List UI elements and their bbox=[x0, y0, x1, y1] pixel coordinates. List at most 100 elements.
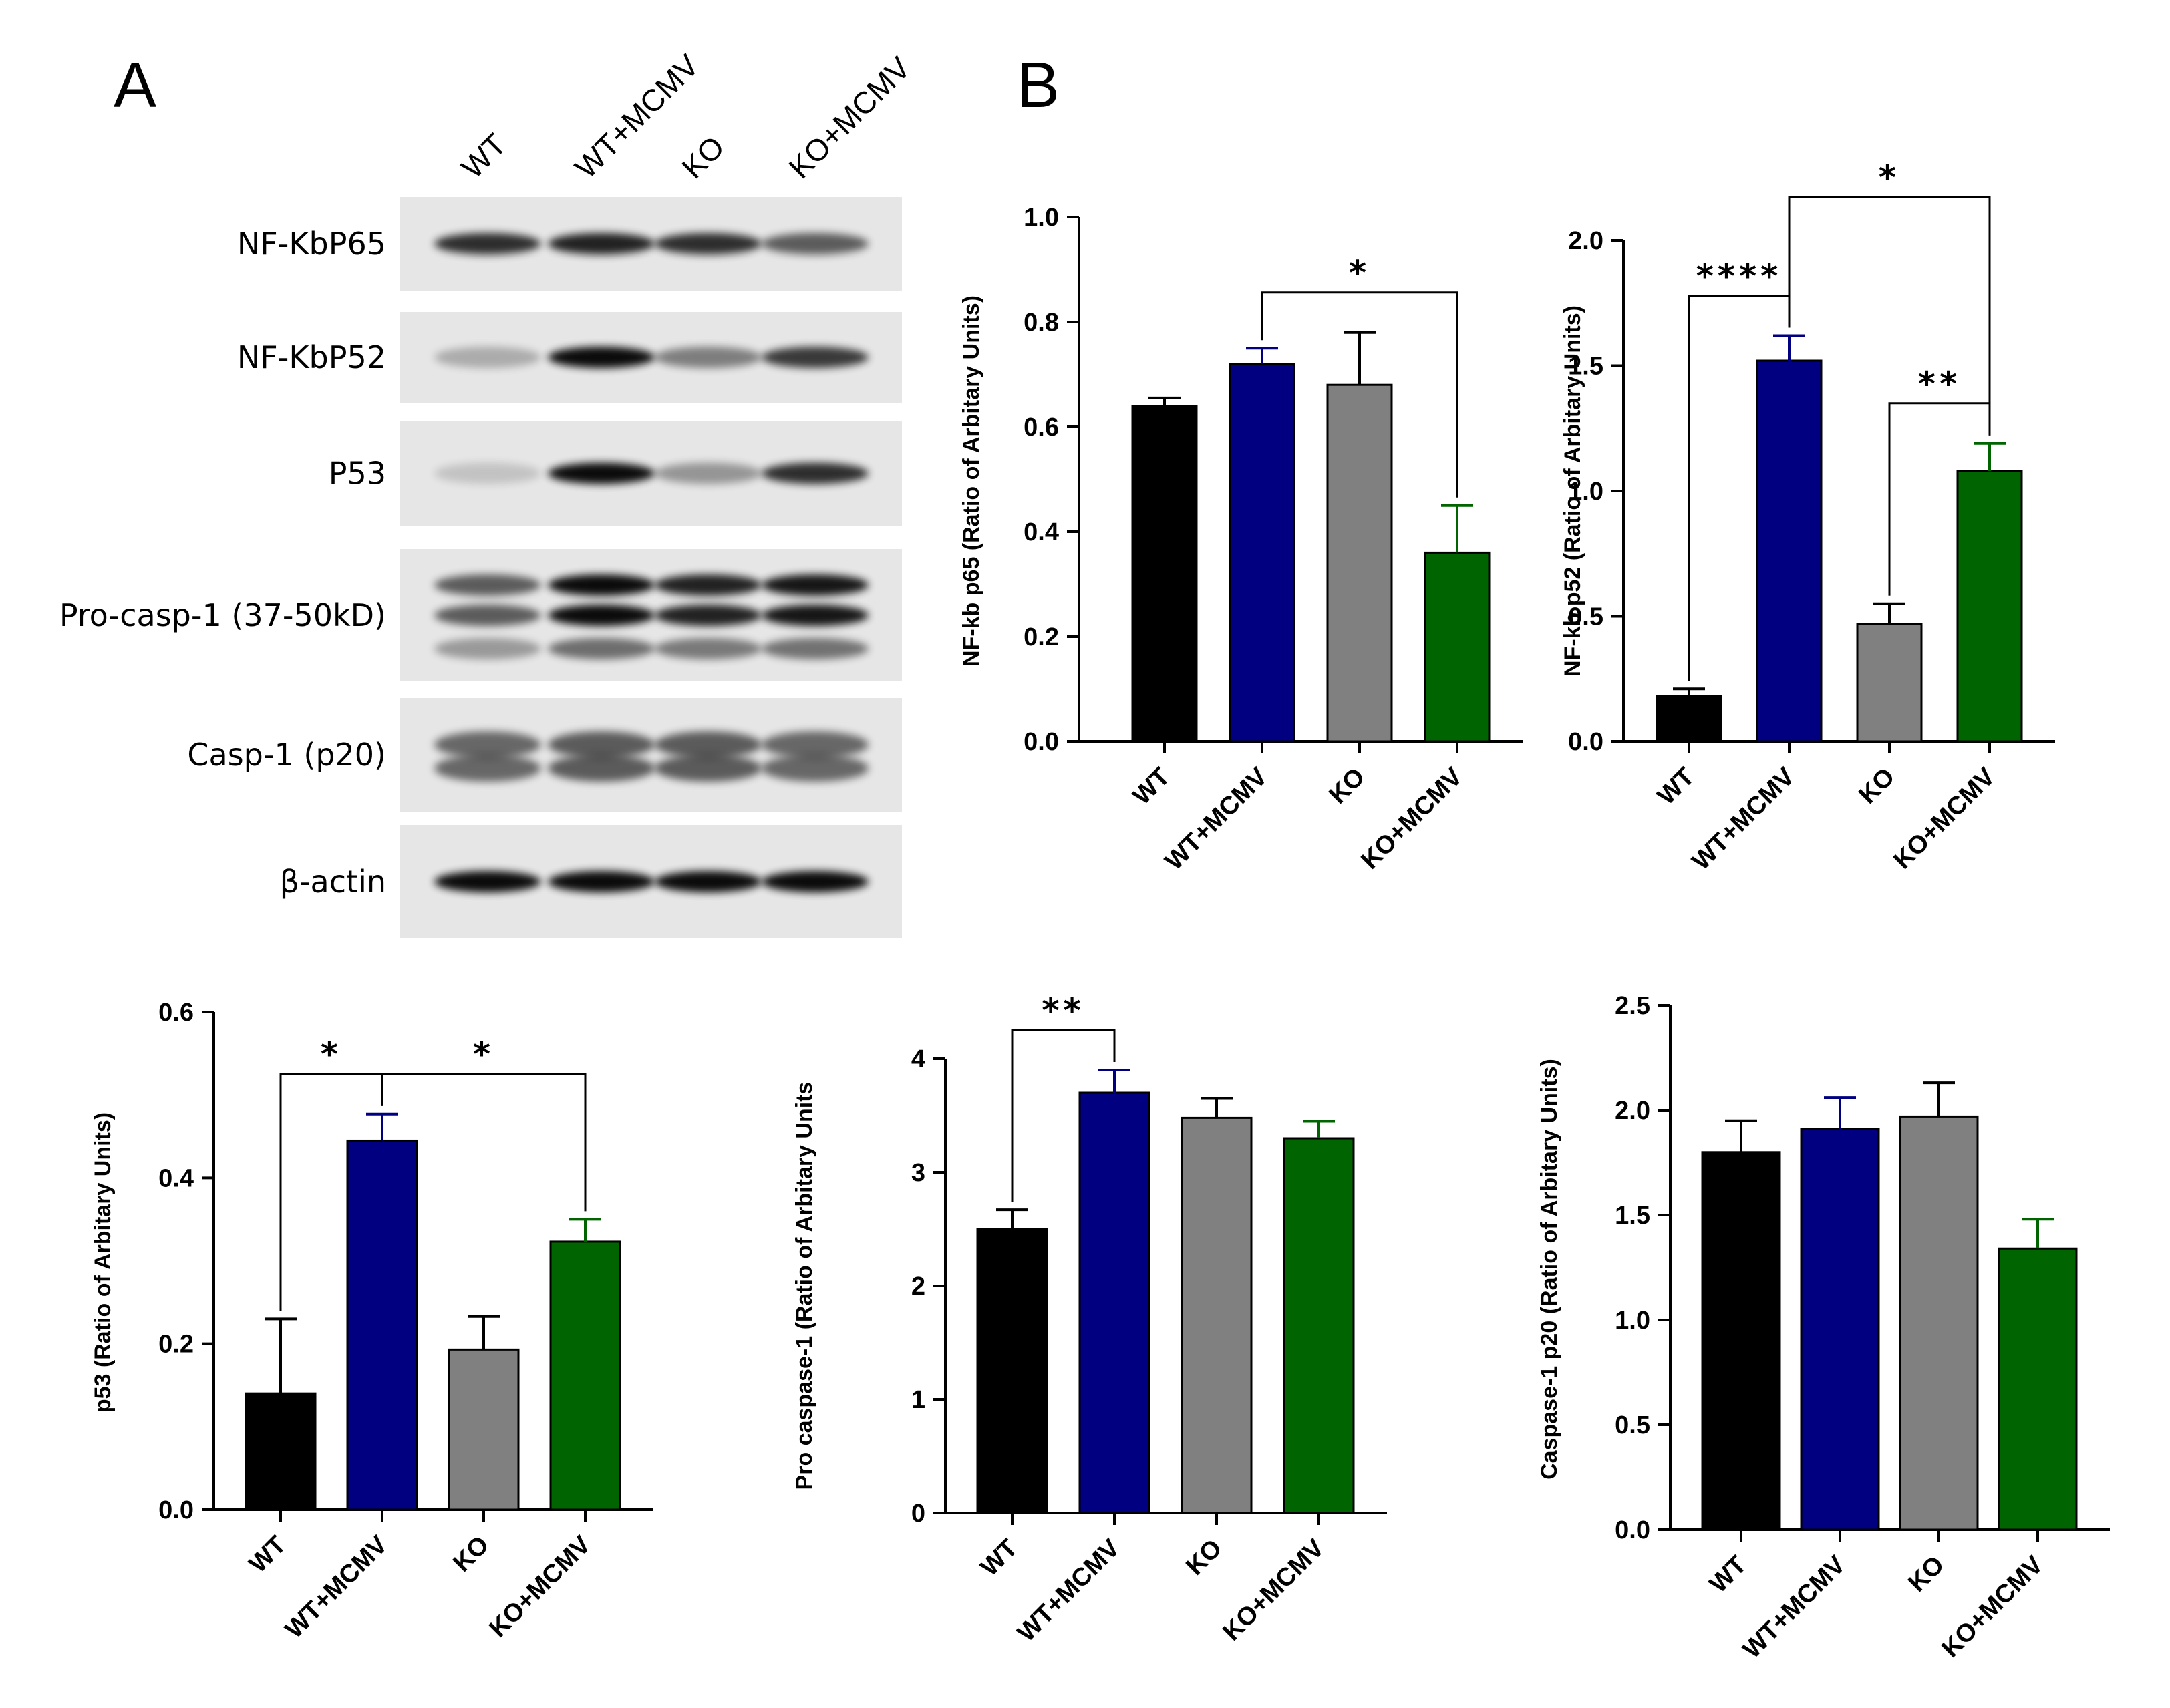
significance-label: ** bbox=[1042, 991, 1084, 1030]
blot-band bbox=[762, 462, 869, 484]
blot-band bbox=[434, 233, 541, 254]
y-axis-label: Pro caspase-1 (Ratio of Arbitary Units bbox=[792, 1082, 817, 1490]
y-tick-label: 0.6 bbox=[1024, 413, 1059, 442]
bar bbox=[549, 1240, 621, 1511]
blot-row-label: β-actin bbox=[280, 864, 386, 900]
x-tick-label: KO+MCMV bbox=[1356, 762, 1468, 874]
bar-chart: 0 1 2 3 4 Pro caspase-1 (Ratio of Arbitary Un… bbox=[792, 991, 1387, 1647]
bar bbox=[1998, 1247, 2078, 1531]
significance-bracket bbox=[1011, 1029, 1116, 1202]
significance-label: ** bbox=[1918, 365, 1961, 403]
x-tick-label: KO bbox=[1853, 763, 1900, 810]
blot-band bbox=[548, 755, 655, 782]
blot-row-label: Casp-1 (p20) bbox=[187, 737, 386, 773]
x-tick-label: WT+MCMV bbox=[1738, 1550, 1851, 1664]
bar bbox=[1131, 405, 1198, 743]
y-tick-label: 0.5 bbox=[1568, 603, 1603, 631]
lane-label: KO+MCMV bbox=[782, 50, 917, 185]
bar bbox=[245, 1392, 317, 1511]
blot-band bbox=[655, 871, 762, 892]
y-axis-label: p53 (Ratio of Arbitary Units) bbox=[90, 1112, 116, 1413]
bar-chart: 0.0 0.5 1.0 1.5 2.0 2.5 Caspase-1 p20 (Ratio o… bbox=[1537, 992, 2110, 1664]
x-tick-label: KO bbox=[1324, 763, 1370, 810]
bar bbox=[1424, 551, 1491, 743]
bar bbox=[1701, 1151, 1781, 1531]
blot-band bbox=[434, 462, 541, 484]
y-tick-label: 0.2 bbox=[1024, 623, 1059, 651]
x-tick-label: WT bbox=[975, 1534, 1023, 1582]
y-tick-label: 0.4 bbox=[1024, 518, 1059, 546]
y-tick-label: 0.6 bbox=[158, 999, 194, 1027]
bar bbox=[1326, 383, 1393, 743]
y-tick-label: 0 bbox=[911, 1500, 925, 1528]
y-tick-label: 0.0 bbox=[1568, 728, 1603, 756]
blot-band bbox=[434, 574, 541, 596]
y-tick-label: 4 bbox=[911, 1045, 925, 1073]
y-axis-label: Caspase-1 p20 (Ratio of Arbitary Units) bbox=[1537, 1059, 1562, 1480]
lane-label: KO bbox=[675, 129, 731, 185]
blot-band bbox=[434, 871, 541, 892]
x-tick-label: WT+MCMV bbox=[1160, 762, 1273, 876]
x-tick-label: WT bbox=[1704, 1551, 1752, 1598]
bar bbox=[1856, 623, 1923, 743]
blot-row-label: Pro-casp-1 (37-50kD) bbox=[59, 597, 386, 633]
blot-band bbox=[655, 462, 762, 484]
panel-label-a: A bbox=[114, 49, 156, 121]
significance-label: **** bbox=[1696, 257, 1782, 296]
bar bbox=[1229, 363, 1295, 743]
y-tick-label: 1 bbox=[911, 1386, 925, 1414]
bar bbox=[1956, 470, 2023, 743]
blot-band bbox=[655, 233, 762, 254]
bar bbox=[448, 1348, 520, 1511]
panel-label-b: B bbox=[1017, 49, 1060, 121]
blot-band bbox=[548, 347, 655, 368]
blot-row-label: NF-KbP52 bbox=[237, 339, 386, 375]
significance-bracket bbox=[1261, 291, 1458, 498]
y-tick-label: 0.8 bbox=[1024, 309, 1059, 337]
bar bbox=[1756, 359, 1823, 743]
blot-band bbox=[762, 605, 869, 626]
x-tick-label: WT bbox=[1128, 763, 1175, 810]
lane-label: WT bbox=[454, 127, 512, 185]
x-tick-label: WT+MCMV bbox=[1012, 1534, 1126, 1647]
significance-label: * bbox=[1349, 254, 1370, 293]
blot-band bbox=[762, 574, 869, 596]
bar bbox=[1078, 1091, 1150, 1514]
blot-band bbox=[762, 755, 869, 782]
x-tick-label: KO bbox=[1181, 1534, 1227, 1581]
blot-band bbox=[655, 605, 762, 626]
significance-label: * bbox=[321, 1035, 342, 1074]
y-axis-label: NF-kb p52 (Ratio of Arbitary Units) bbox=[1560, 305, 1585, 677]
y-tick-label: 0.2 bbox=[158, 1331, 194, 1359]
blot-band bbox=[762, 347, 869, 368]
bar-chart: 0.0 0.2 0.4 0.6 p53 (Ratio of Arbitary Units… bbox=[90, 999, 653, 1644]
y-tick-label: 0.5 bbox=[1615, 1411, 1650, 1439]
blot-band bbox=[762, 638, 869, 659]
blot-band bbox=[548, 574, 655, 596]
x-tick-label: KO+MCMV bbox=[1937, 1550, 2049, 1663]
x-tick-label: KO+MCMV bbox=[484, 1530, 597, 1643]
significance-bracket bbox=[1788, 196, 1991, 436]
significance-label: * bbox=[1879, 158, 1900, 197]
y-tick-label: 1.5 bbox=[1615, 1202, 1650, 1230]
blot-band bbox=[434, 347, 541, 368]
y-tick-label: 1.0 bbox=[1568, 478, 1603, 506]
bar bbox=[346, 1139, 418, 1511]
x-tick-label: WT+MCMV bbox=[1687, 762, 1801, 876]
y-tick-label: 2 bbox=[911, 1272, 925, 1301]
y-tick-label: 1.0 bbox=[1024, 204, 1059, 232]
blot-band bbox=[762, 233, 869, 254]
x-tick-label: KO bbox=[448, 1531, 494, 1578]
blot-band bbox=[655, 574, 762, 596]
blot-band bbox=[434, 605, 541, 626]
y-tick-label: 2.0 bbox=[1615, 1097, 1650, 1125]
y-tick-label: 0.0 bbox=[1024, 728, 1059, 756]
significance-label: * bbox=[473, 1035, 494, 1074]
bar-charts: 0.0 0.2 0.4 0.6 0.8 1.0 NF-kb p65 (Ratio of Ar… bbox=[90, 158, 2110, 1664]
bar bbox=[1800, 1128, 1880, 1531]
blot-band bbox=[762, 731, 869, 758]
blot-band bbox=[762, 871, 869, 892]
blot-band bbox=[548, 233, 655, 254]
blot-band bbox=[548, 731, 655, 758]
